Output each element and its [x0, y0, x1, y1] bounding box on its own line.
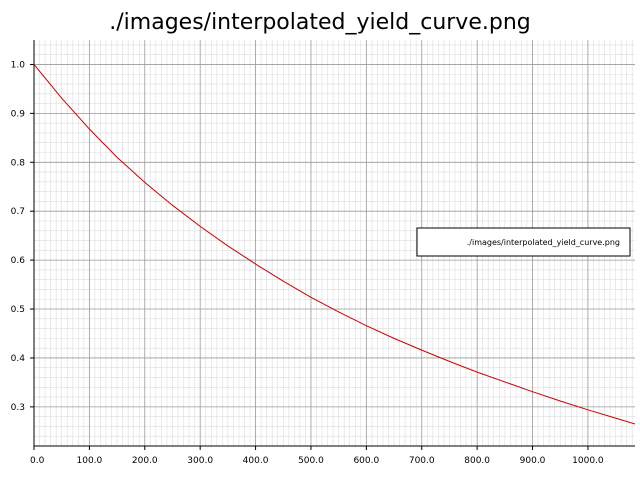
- legend: ./images/interpolated_yield_curve.png: [416, 227, 631, 257]
- x-tick-label: 800.0: [464, 456, 490, 466]
- y-tick-label: 0.7: [11, 207, 25, 217]
- legend-box: [416, 227, 631, 257]
- chart-title: ./images/interpolated_yield_curve.png: [109, 10, 530, 35]
- series-line: [33, 64, 636, 425]
- x-tick-label: 700.0: [409, 456, 435, 466]
- y-tick-label: 0.5: [11, 305, 25, 315]
- x-tick-label: 300.0: [187, 456, 213, 466]
- x-tick-label: 600.0: [353, 456, 379, 466]
- x-tick-label: 100.0: [77, 456, 103, 466]
- y-tick-label: 0.3: [11, 403, 25, 413]
- y-tick-label: 1.0: [11, 60, 26, 70]
- x-tick-label: 500.0: [298, 456, 324, 466]
- y-tick-label: 0.8: [11, 158, 26, 168]
- x-tick-label: 900.0: [520, 456, 546, 466]
- ticks: 0.0 100.0 200.0 300.0 400.0 500.0 600.0 700.0 80…: [11, 60, 604, 466]
- series-layer: [33, 64, 636, 425]
- y-tick-label: 0.9: [11, 109, 26, 119]
- x-tick-label: 0.0: [30, 456, 45, 466]
- legend-entry-label: ./images/interpolated_yield_curve.png: [467, 238, 620, 247]
- x-tick-label: 200.0: [132, 456, 158, 466]
- y-tick-label: 0.6: [11, 256, 26, 266]
- x-tick-label: 1000.0: [572, 456, 604, 466]
- axes: [33, 40, 635, 447]
- x-tick-label: 400.0: [243, 456, 269, 466]
- y-tick-label: 0.4: [11, 354, 26, 364]
